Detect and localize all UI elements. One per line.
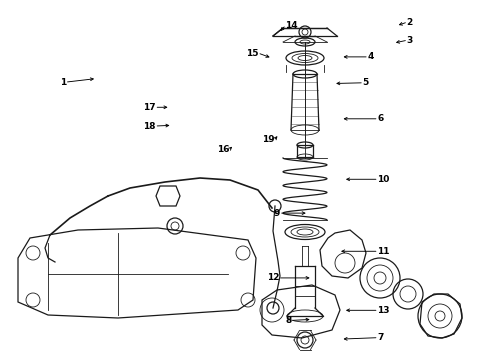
Text: 8: 8 — [285, 316, 292, 325]
Text: 13: 13 — [377, 306, 390, 315]
Text: 14: 14 — [285, 22, 298, 31]
Text: 10: 10 — [377, 175, 390, 184]
Text: 7: 7 — [377, 333, 384, 342]
Text: 1: 1 — [60, 78, 66, 87]
Text: 4: 4 — [368, 53, 374, 62]
Text: 11: 11 — [377, 247, 390, 256]
Text: 3: 3 — [407, 36, 413, 45]
Text: 12: 12 — [267, 274, 279, 282]
Text: 17: 17 — [143, 103, 156, 112]
Text: 5: 5 — [363, 78, 369, 87]
Text: 18: 18 — [143, 122, 156, 131]
Text: 6: 6 — [377, 114, 384, 123]
Text: 9: 9 — [274, 209, 280, 217]
Text: 16: 16 — [217, 145, 229, 154]
Text: 19: 19 — [262, 135, 274, 144]
Text: 2: 2 — [407, 18, 413, 27]
Text: 15: 15 — [246, 49, 259, 58]
